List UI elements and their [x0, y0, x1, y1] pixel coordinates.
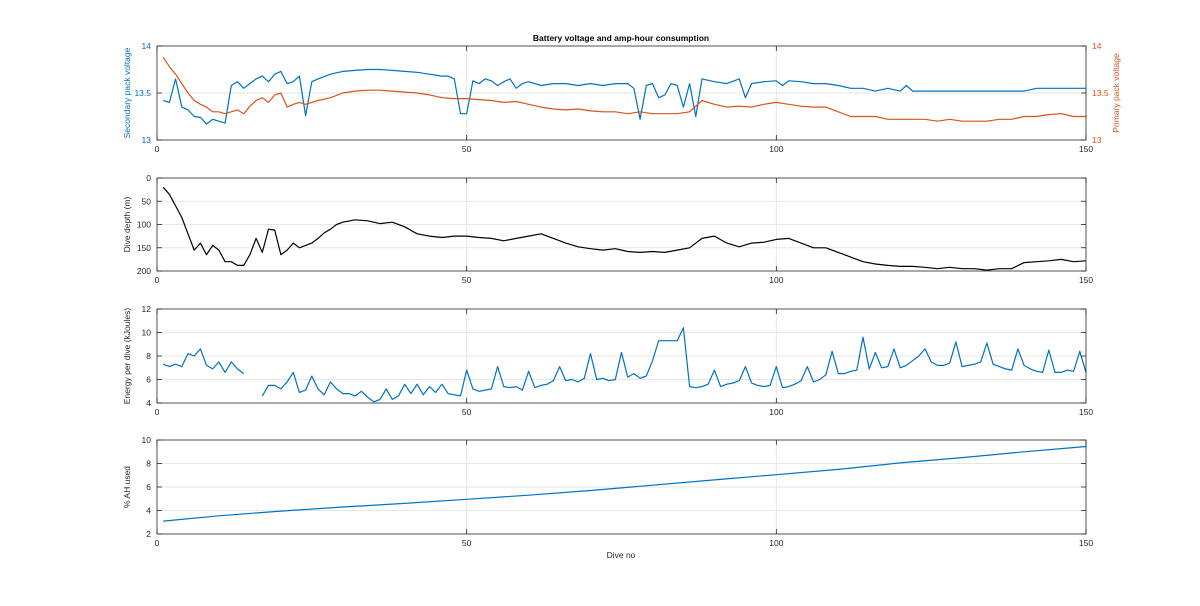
x-tick-label: 100 — [769, 275, 783, 285]
series-line-data — [163, 445, 1087, 522]
y-tick-label: 13.5 — [134, 88, 151, 98]
y-tick-label: 10 — [142, 435, 152, 445]
x-tick-label: 150 — [1079, 538, 1093, 548]
y-tick-label: 10 — [142, 328, 152, 338]
x-tick-label: 100 — [769, 538, 783, 548]
x-tick-label: 50 — [462, 407, 472, 417]
y-tick-label: 6 — [146, 375, 151, 385]
x-tick-label: 0 — [155, 275, 160, 285]
energy-axis-label: Energy per dive (kJoules) — [122, 308, 132, 405]
series-line-data — [162, 186, 1087, 271]
series-line-data-seg1 — [261, 327, 1087, 403]
y-tick-label: 50 — [142, 196, 152, 206]
x-tick-label: 50 — [462, 275, 472, 285]
x-tick-label: 100 — [769, 144, 783, 154]
x-tick-label: 0 — [155, 538, 160, 548]
y-tick-label: 4 — [146, 506, 151, 516]
y-tick-label: 8 — [146, 459, 151, 469]
y-tick-label: 0 — [146, 173, 151, 183]
x-tick-label: 150 — [1079, 275, 1093, 285]
y-tick-label: 2 — [146, 529, 151, 539]
x-tick-label: 0 — [155, 144, 160, 154]
x-tick-label: 150 — [1079, 407, 1093, 417]
y-right-tick-label: 13.5 — [1092, 88, 1109, 98]
figure-title: Battery voltage and amp-hour consumption — [533, 33, 709, 43]
primary-voltage-axis-label: Primary pack voltage — [1111, 53, 1121, 133]
series-line-data-seg0 — [162, 348, 245, 375]
y-right-tick-label: 13 — [1092, 135, 1102, 145]
y-tick-label: 12 — [142, 304, 152, 314]
y-tick-label: 14 — [142, 41, 152, 51]
series-line-secondary — [163, 68, 1086, 125]
y-tick-label: 150 — [137, 243, 151, 253]
y-tick-label: 8 — [146, 351, 151, 361]
series-line-primary — [162, 56, 1086, 122]
x-tick-label: 50 — [462, 538, 472, 548]
y-tick-label: 4 — [146, 398, 151, 408]
y-right-tick-label: 14 — [1092, 41, 1102, 51]
y-tick-label: 6 — [146, 482, 151, 492]
ah-used-subplot: 0 50 100 150 2 4 6 8 10 % AH used — [122, 435, 1093, 548]
secondary-voltage-axis-label: Secondary pack voltage — [122, 47, 132, 138]
depth-axis-label: Dive depth (m) — [122, 196, 132, 252]
y-tick-label: 100 — [137, 220, 151, 230]
energy-subplot: 0 50 100 150 4 6 8 10 12 Energy per dive (kJoules… — [122, 304, 1093, 417]
ah-used-axis-label: % AH used — [122, 466, 132, 508]
depth-subplot: 0 50 100 150 0 50 100 150 200 Dive depth (m) — [122, 173, 1093, 285]
x-axis-label: Dive no — [607, 550, 636, 560]
y-tick-label: 13 — [142, 135, 152, 145]
x-tick-label: 50 — [462, 144, 472, 154]
x-tick-label: 100 — [769, 407, 783, 417]
x-tick-label: 150 — [1079, 144, 1093, 154]
x-tick-label: 0 — [155, 407, 160, 417]
y-tick-label: 200 — [137, 266, 151, 276]
